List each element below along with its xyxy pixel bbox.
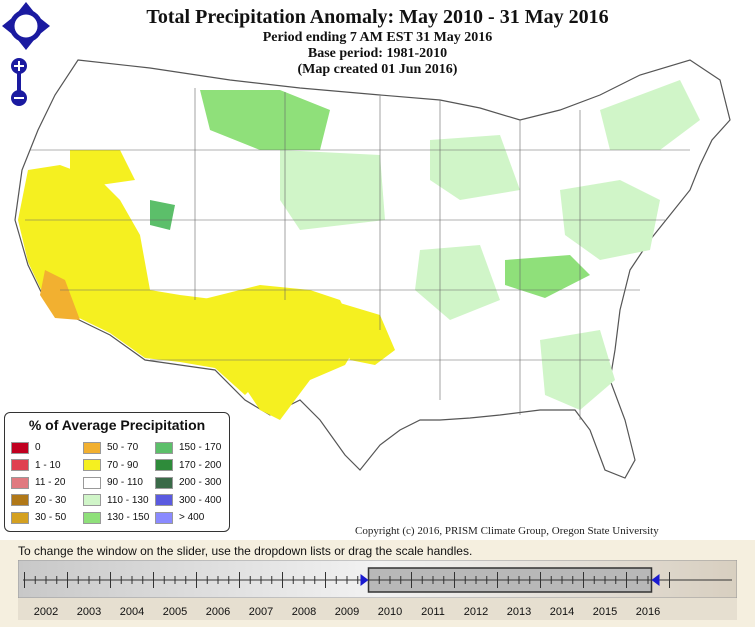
- legend-swatch: [155, 441, 173, 454]
- slider-year-label: 2014: [550, 606, 574, 618]
- slider-year-label: 2008: [292, 606, 316, 618]
- legend-item: > 400: [155, 509, 221, 527]
- copyright: Copyright (c) 2016, PRISM Climate Group,…: [355, 525, 659, 537]
- wet-region-southeast: [540, 330, 615, 410]
- map-title: Total Precipitation Anomaly: May 2010 - …: [146, 6, 609, 28]
- legend-item: 170 - 200: [155, 457, 221, 475]
- legend-item: 130 - 150: [83, 509, 149, 527]
- legend-item: 30 - 50: [11, 509, 66, 527]
- slider-year-label: 2013: [507, 606, 531, 618]
- map-area[interactable]: Total Precipitation Anomaly: May 2010 - …: [0, 0, 755, 540]
- map-created: (Map created 01 Jun 2016): [297, 62, 458, 77]
- legend-item: 70 - 90: [83, 457, 149, 475]
- legend-swatch: [83, 511, 101, 524]
- legend-swatch: [155, 494, 173, 507]
- wet-region-kentucky: [505, 255, 590, 298]
- legend-item: 110 - 130: [83, 492, 149, 510]
- precipitation-anomaly-map[interactable]: [0, 0, 755, 540]
- slider-end-handle[interactable]: [651, 574, 660, 586]
- slider-year-label: 2011: [421, 606, 445, 618]
- map-base-period: Base period: 1981-2010: [307, 46, 448, 61]
- slider-year-label: 2005: [163, 606, 187, 618]
- time-slider[interactable]: 2002 2003 2004 2005 2006 2007 2008 2009 2010 2011…: [18, 560, 737, 620]
- legend-swatch: [11, 511, 29, 524]
- legend-swatch: [11, 441, 29, 454]
- slider-year-label: 2016: [636, 606, 660, 618]
- dry-region-southwest: [200, 285, 360, 420]
- legend-swatch: [11, 476, 29, 489]
- legend-item: 11 - 20: [11, 474, 66, 492]
- legend-swatch: [83, 441, 101, 454]
- legend-swatch: [155, 511, 173, 524]
- legend-swatch: [11, 459, 29, 472]
- legend-column-1: 0 1 - 10 11 - 20 20 - 30 30 - 50: [11, 439, 66, 527]
- legend-title: % of Average Precipitation: [28, 417, 206, 433]
- legend-column-2: 50 - 70 70 - 90 90 - 110 110 - 130 130 -…: [83, 439, 149, 527]
- slider-year-label: 2006: [206, 606, 230, 618]
- legend-item: 50 - 70: [83, 439, 149, 457]
- slider-year-label: 2015: [593, 606, 617, 618]
- legend-swatch: [83, 476, 101, 489]
- slider-year-label: 2009: [335, 606, 359, 618]
- zoom-controls[interactable]: [10, 58, 28, 106]
- slider-year-label: 2010: [378, 606, 402, 618]
- legend-item: 150 - 170: [155, 439, 221, 457]
- legend-item: 1 - 10: [11, 457, 66, 475]
- slider-year-label: 2003: [77, 606, 101, 618]
- legend-swatch: [155, 459, 173, 472]
- legend-item: 300 - 400: [155, 492, 221, 510]
- legend-item: 90 - 110: [83, 474, 149, 492]
- dry-region-texas: [330, 300, 395, 365]
- legend-swatch: [155, 476, 173, 489]
- legend: % of Average Precipitation 0 1 - 10 11 -…: [4, 412, 230, 532]
- wet-region-northeast: [600, 80, 700, 150]
- state-boundaries: [25, 88, 690, 420]
- legend-item: 20 - 30: [11, 492, 66, 510]
- wet-region-montana: [200, 90, 330, 150]
- slider-year-label: 2002: [34, 606, 58, 618]
- wet-region-greatlakes: [430, 135, 520, 200]
- dry-region-oregon: [70, 150, 135, 185]
- legend-swatch: [11, 494, 29, 507]
- map-period: Period ending 7 AM EST 31 May 2016: [262, 30, 493, 45]
- legend-swatch: [83, 459, 101, 472]
- slider-year-label: 2012: [464, 606, 488, 618]
- slider-instructions: To change the window on the slider, use …: [18, 544, 473, 558]
- legend-swatch: [83, 494, 101, 507]
- legend-item: 200 - 300: [155, 474, 221, 492]
- slider-year-label: 2007: [249, 606, 273, 618]
- slider-year-label: 2004: [120, 606, 144, 618]
- legend-item: 0: [11, 439, 66, 457]
- legend-column-3: 150 - 170 170 - 200 200 - 300 300 - 400 …: [155, 439, 221, 527]
- wet-region-colorado: [150, 200, 175, 230]
- wet-region-plains: [415, 245, 500, 320]
- slider-start-handle[interactable]: [360, 574, 369, 586]
- pan-arrows-icon[interactable]: [2, 2, 50, 50]
- wet-region-dakotas: [280, 150, 385, 230]
- dry-region-socal: [40, 270, 80, 320]
